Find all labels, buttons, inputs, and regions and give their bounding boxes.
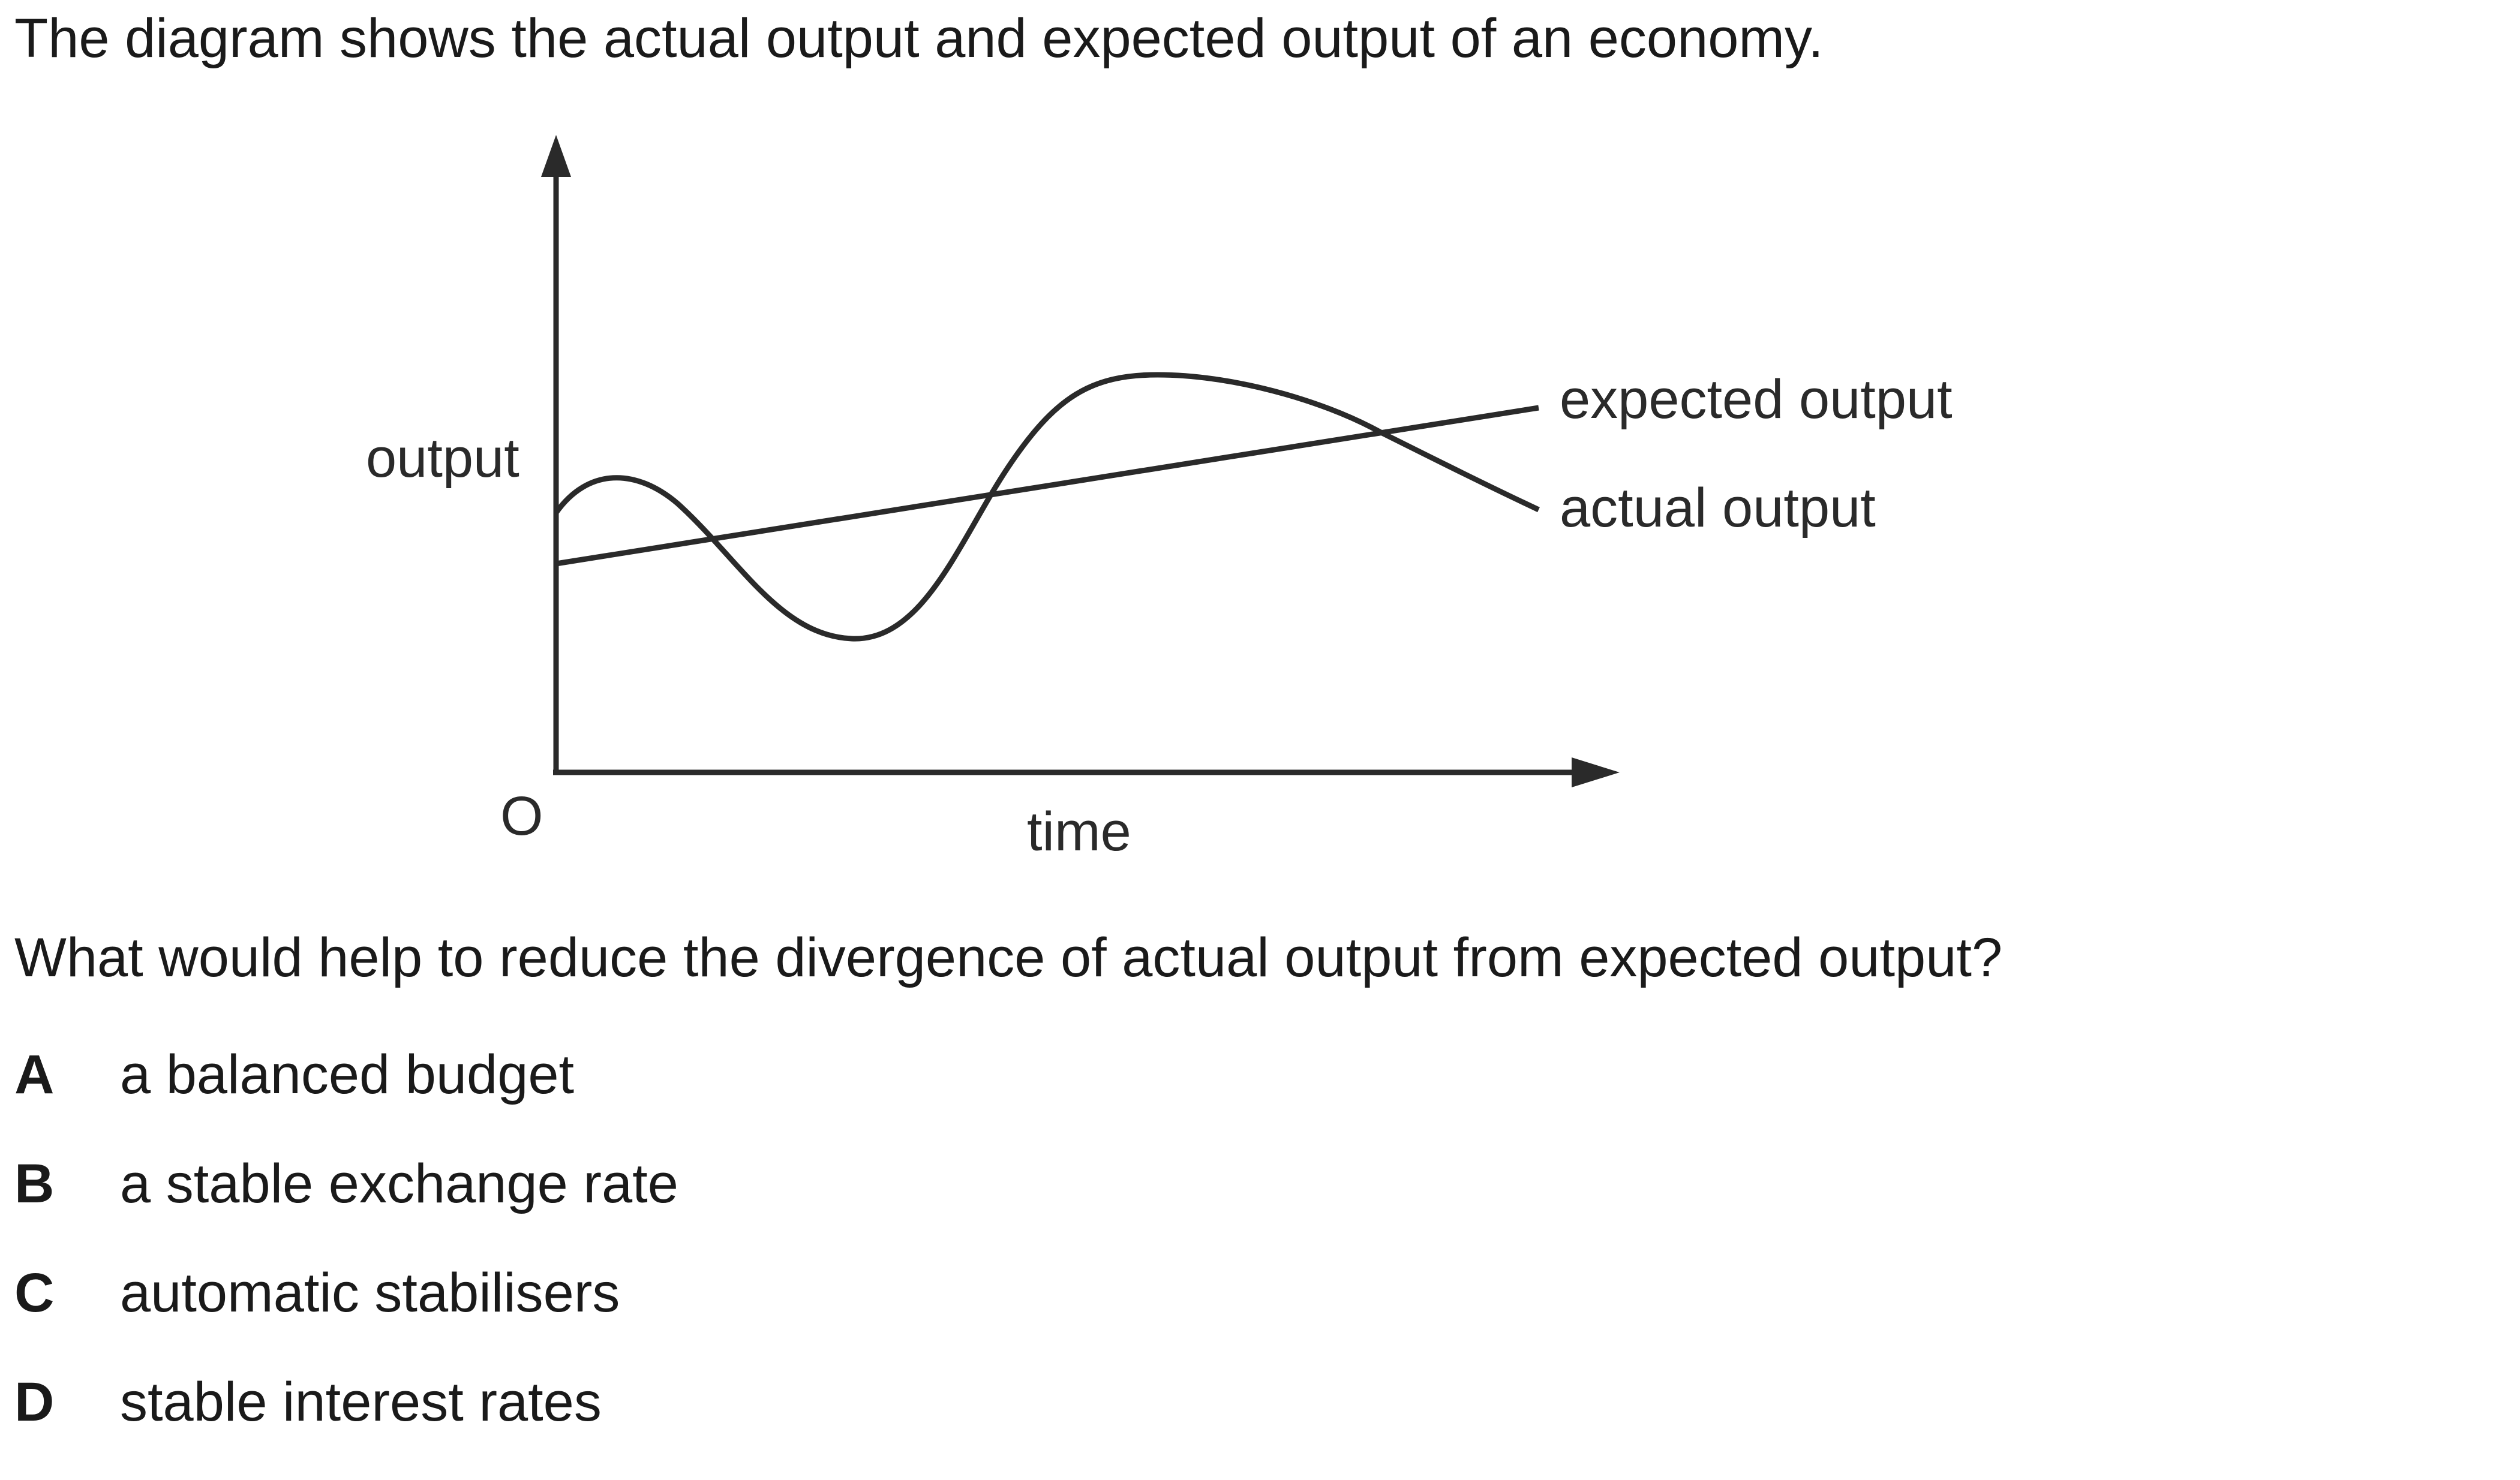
intro-text: The diagram shows the actual output and … xyxy=(14,8,1824,69)
option-text: a stable exchange rate xyxy=(120,1153,678,1214)
origin-label: O xyxy=(500,786,543,847)
option-letter: A xyxy=(14,1044,55,1105)
option-d[interactable]: D stable interest rates xyxy=(14,1371,678,1480)
expected-output-label: expected output xyxy=(1560,369,1953,430)
option-letter: D xyxy=(14,1371,55,1433)
y-axis-label: output xyxy=(366,428,519,489)
output-diagram: output O time expected output actual out… xyxy=(366,135,1953,862)
option-a[interactable]: A a balanced budget xyxy=(14,1043,678,1153)
expected-output-line xyxy=(555,405,1539,567)
actual-output-label: actual output xyxy=(1560,477,1876,539)
option-text: automatic stabilisers xyxy=(120,1262,620,1323)
option-text: stable interest rates xyxy=(120,1371,602,1433)
option-text: a balanced budget xyxy=(120,1044,575,1105)
option-letter: C xyxy=(14,1262,55,1323)
question-text: What would help to reduce the divergence… xyxy=(14,927,2003,988)
x-axis-arrowhead xyxy=(1572,757,1620,787)
option-letter: B xyxy=(14,1153,55,1214)
actual-output-curve xyxy=(554,372,1540,642)
option-b[interactable]: B a stable exchange rate xyxy=(14,1153,678,1262)
y-axis-arrowhead xyxy=(541,135,571,177)
option-c[interactable]: C automatic stabilisers xyxy=(14,1262,678,1371)
x-axis-label: time xyxy=(1027,801,1131,862)
answer-options: A a balanced budget B a stable exchange … xyxy=(14,1043,678,1480)
